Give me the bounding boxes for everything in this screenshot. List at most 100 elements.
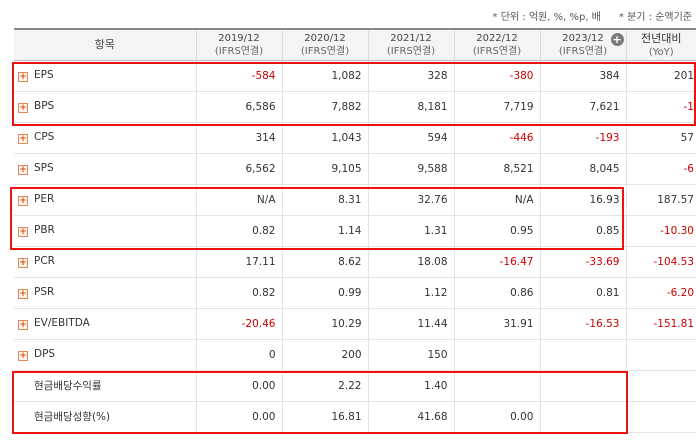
row-label-text: SPS [34,162,54,174]
value-cell: -446 [453,122,540,154]
period-basis: (IFRS연결) [558,46,608,57]
value-cell: 17.11 [195,246,282,278]
value-cell: 0.82 [195,277,282,309]
yoy-subtitle: (YoY) [648,47,674,58]
value-cell: -16.47 [453,246,540,278]
period-header-2023: 2023/12 + (IFRS연결) [539,28,626,61]
value-cell: -151.81 [625,308,696,340]
row-label-text: BPS [34,100,55,112]
value-cell [625,370,696,402]
expand-row-icon[interactable]: + [18,72,28,82]
expand-row-icon[interactable]: + [18,289,28,299]
value-cell: 7,719 [453,91,540,123]
value-cell: 1.40 [367,370,454,402]
expand-row-icon[interactable]: + [18,134,28,144]
value-cell: 0.85 [539,215,626,247]
row-label-text: 현금배당성향(%) [34,411,111,423]
value-cell [539,370,626,402]
row-label: + EV/EBITDA [14,308,196,340]
expand-row-icon[interactable]: + [18,320,28,330]
table-row: + PSR 0.82 0.99 1.12 0.86 0.81 -6.20 [14,277,696,309]
value-cell: 0.95 [453,215,540,247]
value-cell [625,339,696,371]
row-label: + PCR [14,246,196,278]
row-label-text: CPS [34,131,55,143]
value-cell: 18.08 [367,246,454,278]
unit-notes: * 단위 : 억원, %, %p, 배 * 분기 : 순액기준 [493,8,692,24]
row-label-text: PBR [34,224,55,236]
value-cell [453,339,540,371]
value-cell: -380 [453,60,540,92]
add-period-icon[interactable]: + [610,33,624,46]
value-cell: 8,521 [453,153,540,185]
row-label: + BPS [14,91,196,123]
value-cell: 0 [195,339,282,371]
value-cell: 0.00 [195,370,282,402]
value-cell: 201 [625,60,696,92]
period-basis: (IFRS연결) [214,46,264,57]
value-cell: 16.93 [539,184,626,216]
yoy-title: 전년대비 [641,32,682,45]
row-label: + DPS [14,339,196,371]
item-column-header: 항목 [14,28,196,61]
expand-row-icon[interactable]: + [18,258,28,268]
row-label: + EPS [14,60,196,92]
table-row: + DPS 0 200 150 [14,339,696,371]
period-year: 2022/12 [476,33,518,44]
value-cell: 1.31 [367,215,454,247]
value-cell: N/A [195,184,282,216]
value-cell: 0.81 [539,277,626,309]
unit-note: * 단위 : 억원, %, %p, 배 [492,12,601,23]
period-year: 2021/12 [390,33,432,44]
value-cell: 150 [367,339,454,371]
table-row: + BPS 6,586 7,882 8,181 7,719 7,621 -1 [14,91,696,123]
value-cell: 9,105 [281,153,368,185]
value-cell: 1.12 [367,277,454,309]
period-basis: (IFRS연결) [472,46,522,57]
value-cell: 7,882 [281,91,368,123]
value-cell: 11.44 [367,308,454,340]
value-cell: 6,586 [195,91,282,123]
period-basis: (IFRS연결) [300,46,350,57]
value-cell: 9,588 [367,153,454,185]
value-cell: -584 [195,60,282,92]
financial-ratio-table: 항목 2019/12 (IFRS연결) 2020/12 (IFRS연결) 202… [14,28,696,433]
value-cell: -33.69 [539,246,626,278]
table-row: + SPS 6,562 9,105 9,588 8,521 8,045 -6 [14,153,696,185]
expand-row-icon[interactable]: + [18,165,28,175]
value-cell: 0.86 [453,277,540,309]
value-cell: -1 [625,91,696,123]
table-row: + CPS 314 1,043 594 -446 -193 57 [14,122,696,154]
table-header-row: 항목 2019/12 (IFRS연결) 2020/12 (IFRS연결) 202… [14,28,696,61]
row-label: + PSR [14,277,196,309]
expand-row-icon[interactable]: + [18,196,28,206]
period-year: 2019/12 [218,33,260,44]
expand-row-icon[interactable]: + [18,103,28,113]
value-cell: 1.14 [281,215,368,247]
value-cell: 8,045 [539,153,626,185]
value-cell [453,370,540,402]
row-label-text: PER [34,193,55,205]
table-row: 현금배당수익률 0.00 2.22 1.40 [14,370,696,402]
period-header-2020: 2020/12 (IFRS연결) [281,28,368,61]
value-cell [625,401,696,433]
value-cell [539,401,626,433]
row-label: + PER [14,184,196,216]
row-label-text: EV/EBITDA [34,317,90,329]
value-cell: 31.91 [453,308,540,340]
expand-row-icon[interactable]: + [18,351,28,361]
value-cell: 2.22 [281,370,368,402]
value-cell: 8,181 [367,91,454,123]
value-cell: 0.00 [453,401,540,433]
value-cell: -10.30 [625,215,696,247]
value-cell: 328 [367,60,454,92]
value-cell: 16.81 [281,401,368,433]
period-year: 2023/12 [562,33,604,44]
row-label: + SPS [14,153,196,185]
expand-row-icon[interactable]: + [18,227,28,237]
value-cell: 594 [367,122,454,154]
value-cell: -6 [625,153,696,185]
value-cell: 7,621 [539,91,626,123]
value-cell: 314 [195,122,282,154]
value-cell: N/A [453,184,540,216]
